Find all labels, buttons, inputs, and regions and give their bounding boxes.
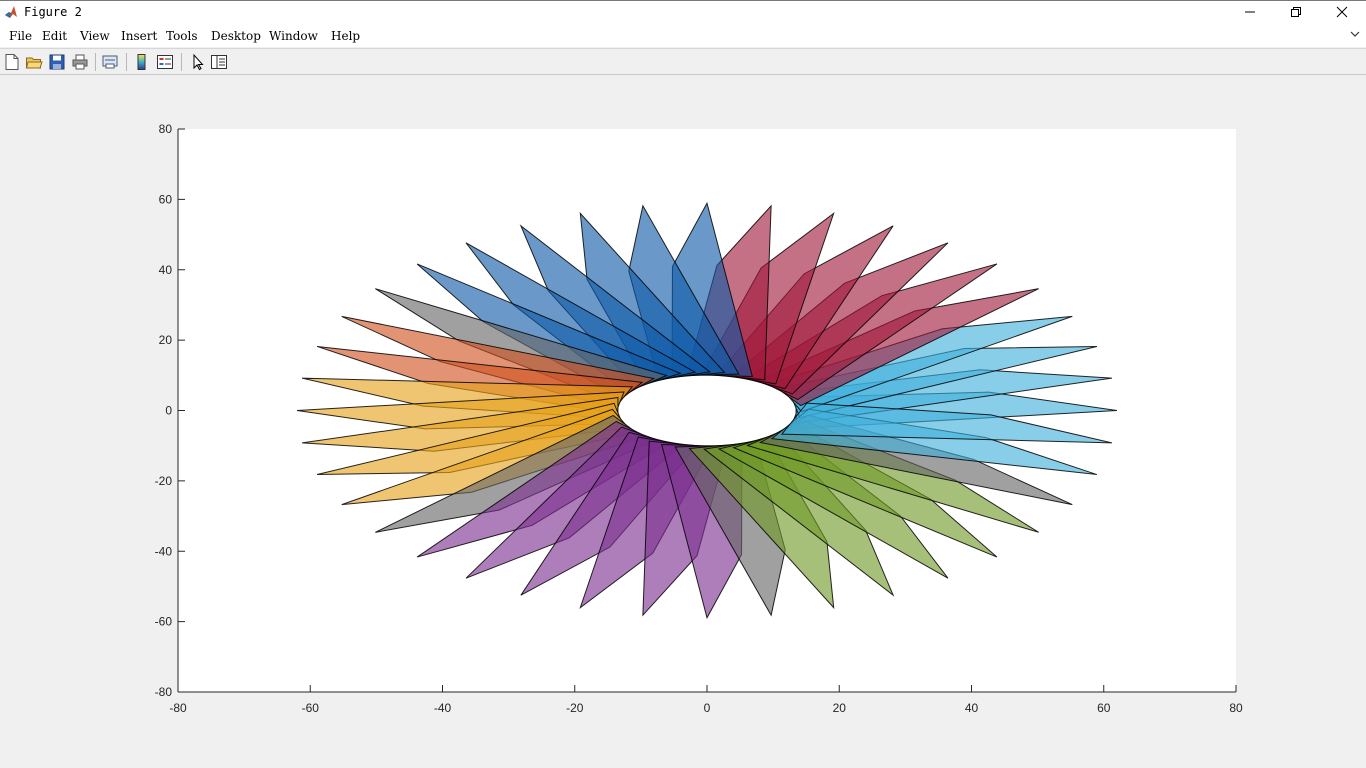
toolbar-separator — [126, 53, 127, 71]
y-tick-label: 80 — [159, 122, 173, 136]
open-file-icon[interactable] — [25, 53, 43, 71]
toolbar-separator — [181, 53, 182, 71]
y-axis: -80 -60 -40 -20 0 20 40 60 80 — [155, 122, 185, 699]
y-tick-label: 20 — [159, 333, 173, 347]
y-tick-label: -80 — [155, 685, 173, 699]
y-tick-label: 0 — [165, 404, 172, 418]
y-tick-label: -20 — [155, 474, 173, 488]
figure-toolbar — [0, 48, 1366, 75]
y-tick-label: 60 — [159, 192, 173, 206]
close-icon — [1336, 6, 1348, 18]
minimize-icon — [1245, 11, 1255, 13]
y-tick-label: -60 — [155, 615, 173, 629]
title-bar: Figure 2 — [0, 0, 1366, 24]
x-tick-label: 40 — [965, 701, 979, 715]
menu-tools[interactable]: Tools — [166, 29, 198, 43]
menu-help[interactable]: Help — [331, 29, 361, 43]
figure-canvas: -80 -60 -40 -20 0 20 40 60 80 -80 -60 -40 -20 0 20 40 6… — [0, 76, 1366, 768]
y-tick-label: 40 — [159, 263, 173, 277]
x-tick-label: -40 — [434, 701, 452, 715]
menu-file[interactable]: File — [9, 29, 33, 43]
x-tick-label: 60 — [1097, 701, 1111, 715]
insert-colorbar-icon[interactable] — [133, 53, 151, 71]
menu-desktop[interactable]: Desktop — [211, 29, 261, 43]
menu-edit[interactable]: Edit — [42, 29, 68, 43]
menu-bar: File Edit View Insert Tools Desktop Wind… — [0, 24, 1366, 47]
close-button[interactable] — [1319, 1, 1365, 24]
x-tick-label: 80 — [1229, 701, 1243, 715]
polygon-series — [296, 201, 1118, 620]
restore-icon — [1291, 7, 1301, 17]
x-tick-label: 0 — [704, 701, 711, 715]
toolbar-separator — [95, 53, 96, 71]
new-figure-icon[interactable] — [3, 53, 21, 71]
x-tick-label: 20 — [833, 701, 847, 715]
x-axis: -80 -60 -40 -20 0 20 40 60 80 — [169, 685, 1243, 715]
window-title: Figure 2 — [24, 5, 82, 19]
expand-arrow-icon[interactable] — [1350, 29, 1360, 39]
x-tick-label: -20 — [566, 701, 584, 715]
matlab-logo-icon — [4, 5, 18, 19]
x-tick-label: -80 — [169, 701, 187, 715]
edit-plot-arrow-icon[interactable] — [189, 53, 207, 71]
insert-legend-icon[interactable] — [156, 53, 174, 71]
menu-insert[interactable]: Insert — [121, 29, 158, 43]
print-icon[interactable] — [71, 53, 89, 71]
show-plot-tools-icon[interactable] — [210, 53, 228, 71]
minimize-button[interactable] — [1227, 1, 1273, 24]
save-icon[interactable] — [48, 53, 66, 71]
y-tick-label: -40 — [155, 544, 173, 558]
restore-button[interactable] — [1273, 1, 1319, 24]
link-plot-icon[interactable] — [101, 53, 119, 71]
plot-axes[interactable]: -80 -60 -40 -20 0 20 40 60 80 -80 -60 -40 -20 0 20 40 6… — [0, 76, 1366, 768]
menu-window[interactable]: Window — [269, 29, 318, 43]
x-tick-label: -60 — [302, 701, 320, 715]
pinwheel-polygon — [780, 402, 1113, 444]
menu-view[interactable]: View — [80, 29, 110, 43]
